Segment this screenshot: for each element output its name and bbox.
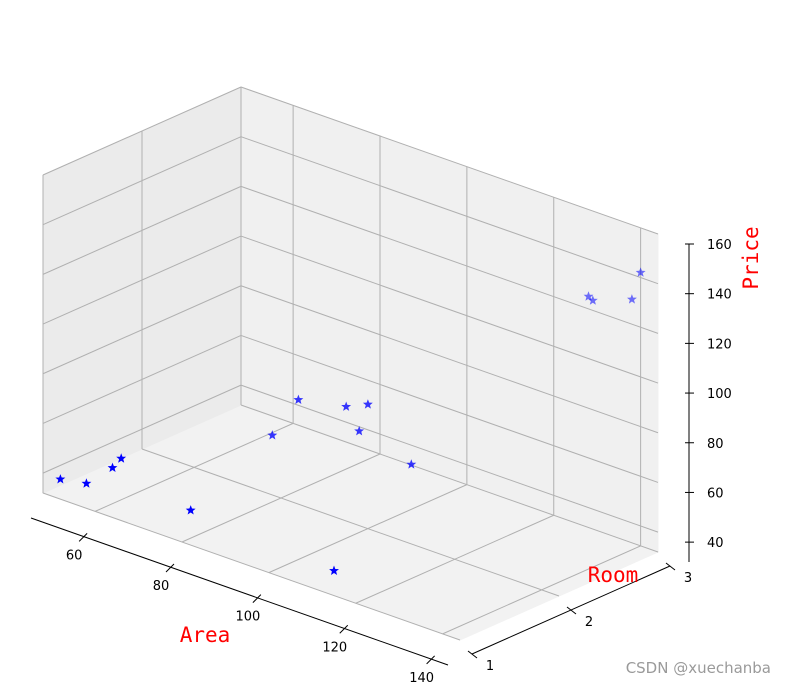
grid-line-price	[240, 86, 659, 235]
z-axis-label: Price	[739, 226, 763, 289]
room-tick-mark	[467, 650, 478, 659]
area-tick-label: 100	[235, 610, 260, 625]
data-point-star	[583, 291, 594, 301]
data-point-star	[406, 459, 417, 469]
axis-lines	[30, 243, 694, 666]
grid-line-price	[42, 136, 242, 226]
area-axis-line	[30, 517, 449, 666]
room-tick-label: 1	[486, 659, 494, 674]
grid-line-price	[42, 285, 242, 375]
data-point-star	[354, 426, 365, 436]
data-point-star	[185, 505, 196, 515]
data-point-star	[107, 462, 118, 472]
grid-line-room	[240, 404, 659, 553]
data-point-star	[341, 401, 352, 411]
grid-line-price	[240, 185, 659, 334]
area-tick-label: 140	[409, 671, 434, 684]
data-point-star	[635, 267, 646, 277]
data-point-star	[362, 399, 373, 409]
area-tick-label: 60	[66, 548, 83, 563]
grid-line-price	[240, 285, 659, 434]
grid-line-price	[42, 235, 242, 325]
data-point-star	[116, 453, 127, 463]
data-point-star	[267, 430, 278, 440]
price-tick-label: 160	[707, 238, 732, 253]
data-point-star	[627, 294, 637, 304]
data-point-star	[329, 565, 339, 575]
price-tick-label: 140	[707, 288, 732, 303]
grid-line-price	[42, 185, 242, 275]
grid-line-room	[42, 492, 461, 641]
room-tick-mark	[566, 606, 577, 615]
area-tick-mark	[165, 563, 175, 573]
grid-line-price	[240, 136, 659, 285]
area-tick-label: 80	[153, 579, 170, 594]
data-point-star	[587, 295, 598, 305]
area-tick-label: 120	[322, 640, 347, 655]
data-point-star	[293, 394, 304, 404]
grid-line-room	[141, 448, 560, 597]
room-tick-label: 3	[684, 571, 692, 586]
price-tick-label: 80	[707, 437, 724, 452]
room-tick-mark	[665, 562, 676, 571]
area-tick-mark	[426, 655, 435, 665]
grid-line-price	[42, 384, 242, 474]
grid-line-price	[240, 384, 659, 533]
data-point-star	[55, 474, 66, 484]
y-axis-label: Room	[588, 563, 639, 587]
price-tick-label: 100	[707, 387, 732, 402]
area-tick-mark	[78, 533, 88, 542]
watermark: CSDN @xuechanba	[625, 659, 771, 677]
grid-line-price	[240, 235, 659, 384]
data-point-star	[81, 478, 92, 488]
data-points	[55, 267, 646, 575]
grid-line-price	[42, 334, 242, 424]
axis-panes	[41, 86, 660, 641]
area-tick-mark	[252, 594, 262, 603]
grid-lines	[42, 86, 659, 641]
price-tick-label: 40	[707, 536, 724, 551]
x-axis-label: Area	[180, 623, 231, 647]
room-tick-label: 2	[585, 615, 593, 630]
price-tick-label: 60	[707, 486, 724, 501]
tick-labels: 60 80 100 120 140 1 2 3 40 60 80 100 120 140 160	[66, 238, 732, 684]
area-tick-mark	[339, 624, 349, 634]
grid-line-price	[240, 334, 659, 483]
price-tick-label: 120	[707, 337, 732, 352]
grid-line-price	[42, 86, 242, 176]
